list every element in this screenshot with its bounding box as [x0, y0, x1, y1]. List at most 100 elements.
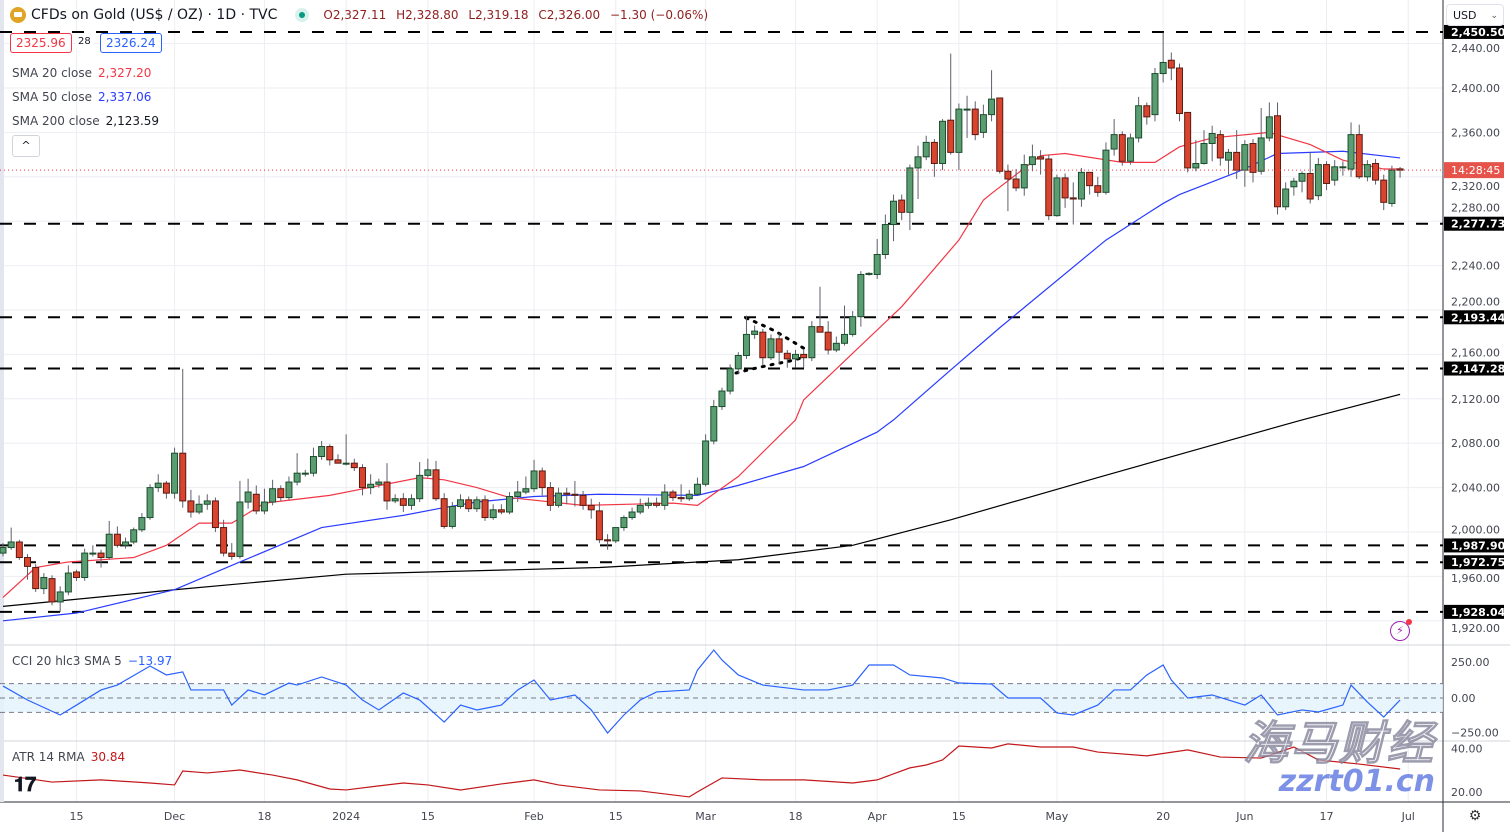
price-axis-label: 2,320.00 [1451, 180, 1500, 193]
time-axis-label: 15 [70, 810, 84, 823]
candle-body [595, 510, 603, 541]
candle-body [162, 482, 170, 494]
candle [1126, 133, 1134, 165]
candle-body [620, 517, 628, 529]
sma200-value: 2,123.59 [105, 114, 160, 128]
countdown-bg [1444, 162, 1504, 179]
candle [383, 463, 391, 510]
buy-price-button[interactable]: 2326.24 [100, 33, 162, 53]
candle-body [1061, 177, 1069, 199]
candle-body [661, 491, 669, 506]
spread-value: 28 [76, 33, 93, 50]
candle [1314, 157, 1322, 201]
atr-axis-label: 40.00 [1451, 743, 1483, 756]
price-axis-label: 2,240.00 [1451, 260, 1500, 273]
candle [530, 459, 538, 493]
candle [1159, 32, 1167, 83]
time-axis-label: 17 [1320, 810, 1334, 823]
legend-sma20[interactable]: SMA 20 close 2,327.20 [12, 66, 151, 80]
level-label-bg [1444, 216, 1504, 231]
candle [1372, 159, 1380, 185]
legend-sma50[interactable]: SMA 50 close 2,337.06 [12, 90, 151, 104]
candle [710, 399, 718, 445]
candle [751, 325, 759, 339]
candle [408, 494, 415, 510]
candle [1339, 161, 1347, 176]
candle-body [408, 498, 415, 506]
candle [73, 569, 81, 581]
candle [1323, 161, 1331, 191]
candle-body [530, 470, 538, 490]
candle-body [1053, 177, 1061, 217]
candle [506, 492, 514, 515]
candle [1290, 177, 1298, 196]
candle [538, 467, 546, 496]
candle [816, 286, 824, 333]
candle [661, 484, 669, 510]
candle [1306, 152, 1314, 204]
price-axis-label: 2,160.00 [1451, 347, 1500, 360]
candle-body [783, 352, 791, 360]
sell-price-button[interactable]: 2325.96 [10, 33, 72, 53]
currency-select[interactable]: USD ⌄ [1446, 4, 1504, 26]
candle [971, 101, 979, 141]
candle-body [220, 527, 228, 554]
candle-body [309, 456, 317, 474]
atr-line [2, 743, 1401, 798]
legend-cci[interactable]: CCI 20 hlc3 SMA 5 −13.97 [12, 654, 172, 668]
level-label-bg [1444, 555, 1504, 570]
atr-label: ATR 14 RMA [12, 750, 85, 764]
candle [138, 513, 146, 532]
candle-body [1241, 144, 1249, 171]
symbol-title[interactable]: CFDs on Gold (US$ / OZ) · 1D · TVC [31, 7, 278, 23]
candle-body [988, 98, 996, 116]
candle [906, 164, 914, 231]
legend-sma200[interactable]: SMA 200 close 2,123.59 [12, 114, 159, 128]
candle-body [963, 108, 971, 111]
candle-body [546, 487, 554, 506]
candle-body [693, 483, 701, 495]
candle [375, 478, 383, 488]
candle [604, 534, 612, 550]
candle [1388, 165, 1396, 207]
candle [963, 95, 971, 138]
tradingview-logo[interactable]: 𝟏𝟕 [14, 772, 37, 796]
candle [1216, 130, 1224, 166]
candle [1151, 68, 1159, 122]
candle-body [138, 517, 146, 531]
candle [922, 135, 930, 161]
candle [612, 527, 620, 544]
candle [64, 565, 72, 596]
candle [342, 434, 350, 466]
candle [252, 485, 260, 515]
candle [358, 464, 366, 496]
candle [1012, 169, 1020, 192]
candle-body [187, 500, 195, 513]
candle-body [481, 499, 489, 519]
candle [203, 494, 211, 510]
cci-label: CCI 20 hlc3 SMA 5 [12, 654, 122, 668]
candle [1094, 176, 1102, 197]
candle [1167, 52, 1175, 81]
candle-body [1339, 166, 1347, 169]
candle-body [56, 591, 64, 603]
legend-atr[interactable]: ATR 14 RMA 30.84 [12, 750, 125, 764]
lightning-alert-icon[interactable]: ⚡ [1390, 619, 1412, 641]
candle-body [930, 141, 938, 164]
candle [595, 502, 603, 544]
candle [105, 520, 113, 560]
sma20-label: SMA 20 close [12, 66, 92, 80]
chart-settings-icon[interactable]: ⚙ [1468, 808, 1482, 824]
candle [1069, 182, 1077, 225]
candle-body [906, 167, 914, 213]
candle-body [1355, 134, 1363, 178]
candle-body [0, 547, 7, 554]
candle-body [277, 488, 285, 499]
candle-body [726, 368, 734, 392]
collapse-legend-button[interactable]: ^ [12, 135, 40, 157]
candle [334, 454, 342, 464]
candle-body [195, 503, 203, 513]
candle-body [489, 509, 497, 519]
candle [1265, 102, 1273, 142]
